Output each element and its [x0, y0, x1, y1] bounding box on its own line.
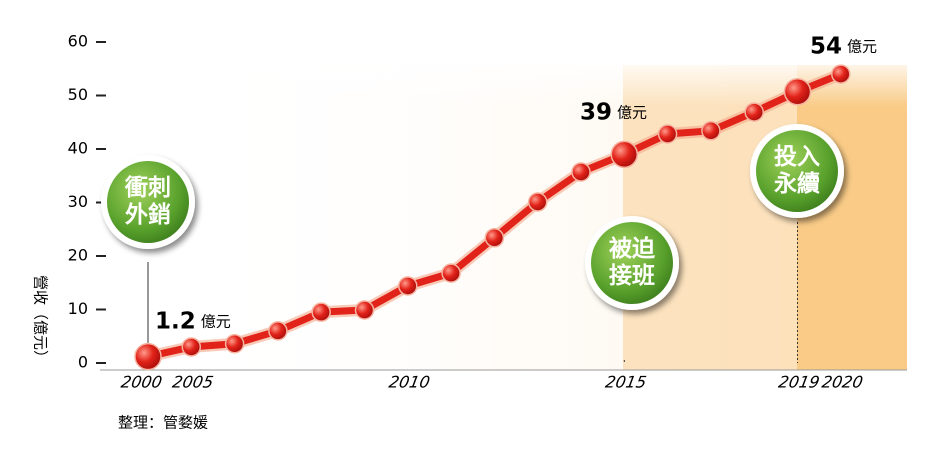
y-tick-label: 0: [78, 353, 88, 372]
callout-text: 接班: [609, 262, 655, 289]
point: [268, 321, 288, 341]
callout-text: 投入: [774, 143, 820, 170]
y-tick-label: 30: [68, 192, 88, 211]
point: [354, 300, 375, 320]
data-label-unit: 億元: [847, 38, 877, 56]
point: [311, 302, 331, 322]
point: [831, 64, 851, 84]
point: [134, 342, 162, 371]
y-tick-label: 60: [68, 32, 88, 51]
callout-bubble: [591, 222, 673, 304]
x-tick-label: 2015: [604, 373, 648, 392]
callout-bubble: [107, 161, 189, 243]
y-tick-label: 50: [68, 85, 88, 104]
data-label-unit: 億元: [201, 313, 231, 331]
y-tick-label: 20: [68, 246, 88, 265]
y-tick-label: 40: [68, 139, 88, 158]
y-axis-label: 營收（億元）: [32, 275, 50, 365]
point: [441, 263, 461, 283]
source: 整理：管婺媛: [118, 414, 208, 432]
data-label: 54: [810, 34, 842, 60]
y-tick-label: 10: [68, 299, 88, 318]
point: [181, 337, 202, 357]
point: [527, 192, 548, 212]
callout-text: 永續: [774, 170, 820, 197]
callout-bubble: [756, 130, 838, 212]
x-tick-label: 2019: [777, 373, 821, 392]
point: [224, 333, 245, 354]
point: [484, 228, 505, 248]
point: [783, 78, 812, 106]
data-label: 39: [580, 100, 612, 126]
x-tick-label: 2005: [171, 373, 215, 392]
data-label-unit: 億元: [617, 104, 647, 122]
x-tick-label: 2000: [120, 373, 164, 392]
callout-text: 衝刺: [124, 174, 171, 201]
point: [398, 276, 418, 296]
data-label: 1.2: [155, 309, 196, 335]
x-tick-label: 2020: [820, 373, 864, 392]
x-tick-label: 2010: [387, 373, 431, 392]
plot: 0 10 20 30 40 50 60 2000 2005 2010 2015 2019 2020 1.2…: [68, 32, 907, 392]
point: [610, 140, 639, 169]
callout-text: 被迫: [609, 235, 656, 262]
point: [744, 102, 764, 122]
point: [571, 162, 591, 182]
callout-text: 外銷: [125, 201, 171, 228]
point: [701, 121, 721, 141]
point: [657, 124, 678, 144]
